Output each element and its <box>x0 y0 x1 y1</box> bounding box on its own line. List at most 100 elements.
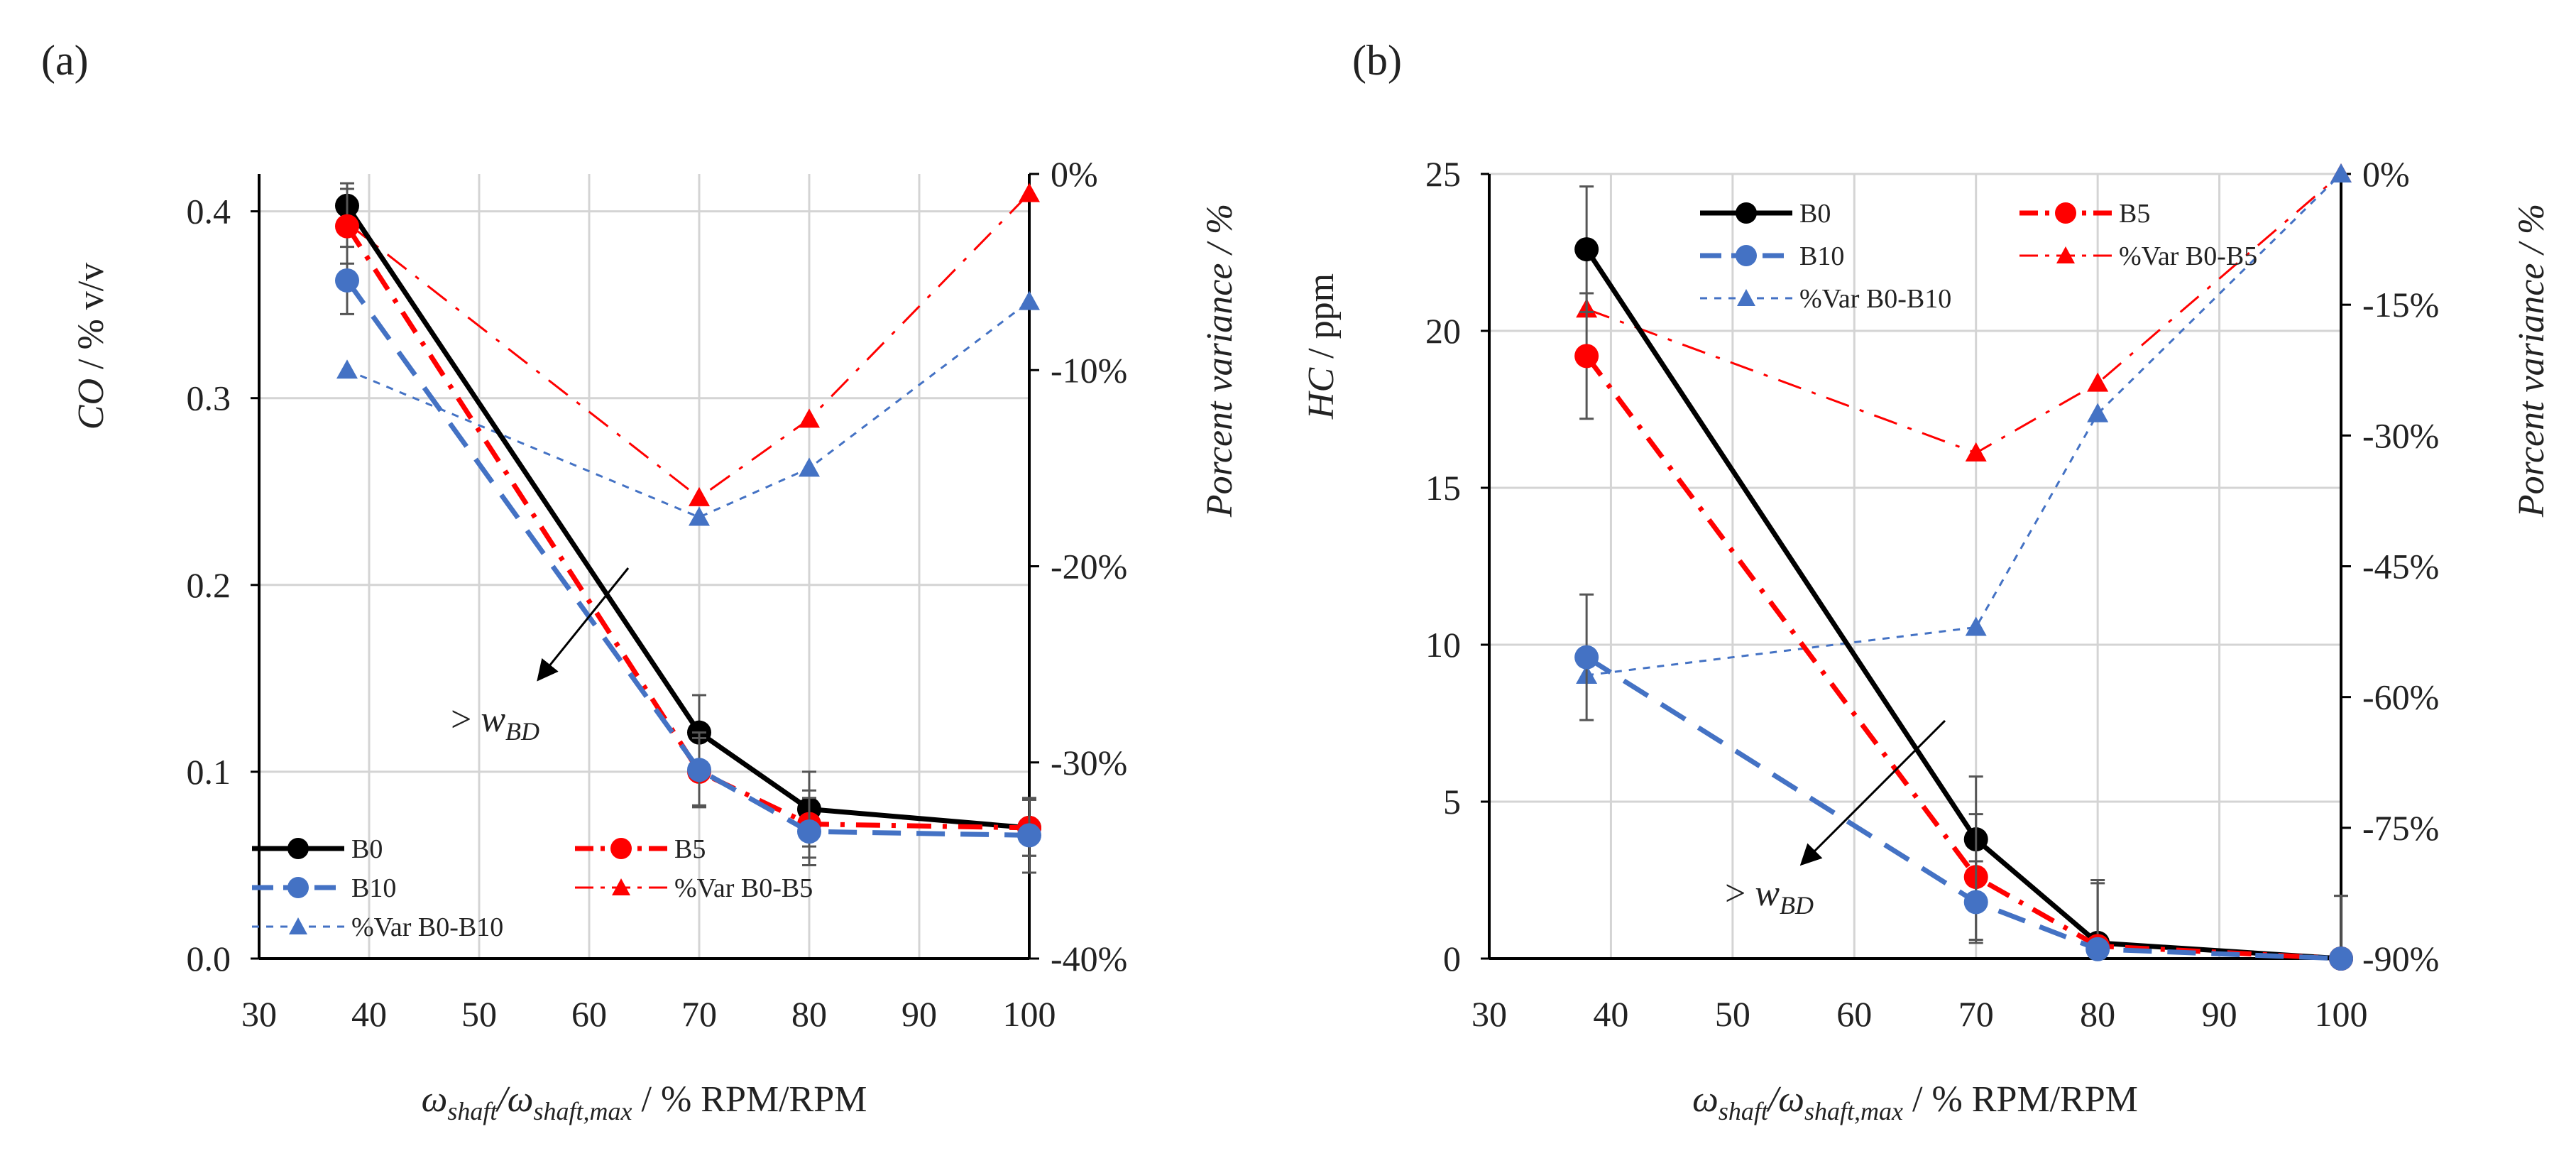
y2-axis-label: Porcent variance / % <box>2511 204 2552 518</box>
series-line-vb10 <box>346 300 1030 518</box>
y2-tick-label: -20% <box>1051 547 1127 587</box>
data-point-vb5 <box>1965 442 1987 462</box>
x-tick-label: 70 <box>1958 994 1994 1034</box>
y2-tick-label: -15% <box>2362 285 2439 324</box>
data-point-b0 <box>1574 237 1599 262</box>
data-point-vb5 <box>1019 182 1040 202</box>
x-axis-label: ωshaft/ωshaft,max / % RPM/RPM <box>422 1079 867 1125</box>
series-line-b10 <box>345 278 1030 838</box>
data-point-vb10 <box>1965 616 1987 636</box>
data-point-b10 <box>687 758 711 782</box>
data-point-b10 <box>1574 645 1599 670</box>
x-tick-label: 90 <box>901 994 937 1034</box>
data-point-vb10 <box>2330 163 2352 182</box>
x-tick-label: 50 <box>461 994 497 1034</box>
x-tick-label: 100 <box>1003 994 1056 1034</box>
x-axis-label-unit: / % RPM/RPM <box>1903 1079 2138 1120</box>
x-axis-label-omega2: /ω <box>1766 1079 1804 1120</box>
y2-tick-label: 0% <box>2362 154 2410 194</box>
legend-marker-b0 <box>287 838 309 859</box>
x-tick-label: 60 <box>1836 994 1872 1034</box>
annotation-prefix: > <box>451 699 481 740</box>
series-line-b5 <box>1584 354 2342 961</box>
annotation-sub: BD <box>1780 891 1814 920</box>
y2-tick-label: -45% <box>2362 547 2439 587</box>
x-tick-label: 60 <box>571 994 607 1034</box>
data-point-b10 <box>335 268 359 293</box>
data-point-vb5 <box>2087 372 2109 392</box>
legend-label-vb10: %Var B0-B10 <box>351 912 503 942</box>
x-tick-label: 30 <box>241 994 277 1034</box>
series-line-b5 <box>345 224 1030 831</box>
y-tick-label: 10 <box>1425 625 1461 665</box>
annotation-prefix: > <box>1725 873 1755 914</box>
legend-marker-vb5 <box>2056 246 2075 263</box>
x-tick-label: 90 <box>2202 994 2237 1034</box>
x-tick-label: 70 <box>681 994 717 1034</box>
x-tick-label: 80 <box>2080 994 2115 1034</box>
legend-marker-b10 <box>1736 245 1757 266</box>
x-axis-label-omega: ω <box>422 1079 448 1120</box>
y-axis-label-unit: / ppm <box>1301 273 1342 368</box>
x-tick-label: 40 <box>351 994 387 1034</box>
annotation-arrow <box>537 567 630 682</box>
y2-tick-label: -40% <box>1051 939 1127 978</box>
annotation-arrow <box>1799 719 1946 866</box>
y2-tick-label: -30% <box>2362 415 2439 455</box>
data-point-vb10 <box>336 359 358 379</box>
annotation-w: w <box>1755 873 1780 914</box>
legend-label-vb5: %Var B0-B5 <box>674 873 813 903</box>
legend-marker-vb10 <box>289 917 307 934</box>
y-axis-label-var: CO <box>71 378 111 430</box>
annotation-w: w <box>481 699 505 740</box>
data-point-b10 <box>1017 823 1041 848</box>
y-tick-label: 5 <box>1443 782 1461 822</box>
x-axis-label-omega2: /ω <box>495 1079 533 1120</box>
panel-label-a: (a) <box>41 37 89 84</box>
y2-axis-label: Porcent variance / % <box>1200 204 1240 518</box>
y-tick-label: 0.2 <box>187 565 231 605</box>
y-axis-label: HC / ppm <box>1301 273 1342 420</box>
x-tick-label: 100 <box>2315 994 2368 1034</box>
legend-marker-vb5 <box>612 878 630 895</box>
x-tick-label: 50 <box>1715 994 1750 1034</box>
legend: B0 B5 B10 %Var B0-B5 %Var B0-B10 <box>252 834 813 942</box>
y-axis-label: CO / % v/v <box>71 263 111 430</box>
legend-label-vb5: %Var B0-B5 <box>2119 241 2257 271</box>
y2-tick-label: 0% <box>1051 154 1098 194</box>
data-point-vb5 <box>799 408 820 428</box>
legend-marker-b10 <box>287 877 309 898</box>
legend-label-b5: B5 <box>2119 199 2150 229</box>
x-tick-label: 30 <box>1471 994 1507 1034</box>
y-axis-label-unit: / % v/v <box>71 263 111 378</box>
panel-label-b: (b) <box>1352 37 1402 84</box>
series-line-vb10 <box>1586 173 2342 677</box>
chart-panel-b: 30 40 50 60 70 80 90 100 0 5 10 15 20 25 0% -15% -30% -45… <box>1301 154 2552 1125</box>
x-tick-label: 80 <box>791 994 827 1034</box>
annotation-sub: BD <box>505 717 539 746</box>
y2-tick-label: -10% <box>1051 350 1127 390</box>
y-tick-label: 20 <box>1425 311 1461 351</box>
y-tick-label: 0.4 <box>187 192 231 231</box>
legend: B0 B5 B10 %Var B0-B5 %Var B0-B10 <box>1700 199 2257 314</box>
y-tick-label: 25 <box>1425 154 1461 194</box>
data-point-b10 <box>2086 937 2110 961</box>
x-axis-label-omega: ω <box>1692 1079 1719 1120</box>
legend-label-b0: B0 <box>1799 199 1831 229</box>
legend-label-b10: B10 <box>351 873 396 903</box>
x-axis-label-sub: shaft <box>447 1097 498 1125</box>
chart-panel-a: 30 40 50 60 70 80 90 100 0.0 0.1 0.2 0.3 0.4 0% -10% -2… <box>71 154 1240 1125</box>
y-tick-label: 0 <box>1443 939 1461 978</box>
legend-label-b10: B10 <box>1799 241 1844 271</box>
series-line-vb5 <box>1586 173 2342 454</box>
y-tick-label: 0.3 <box>187 378 231 418</box>
legend-marker-b0 <box>1736 202 1757 224</box>
annotation-text: > wBD <box>451 699 539 746</box>
data-point-vb5 <box>689 486 710 506</box>
series-line-b10 <box>1585 655 2342 961</box>
data-point-b10 <box>2329 947 2353 971</box>
data-point-vb10 <box>689 506 710 526</box>
series-line-b0 <box>345 204 1030 831</box>
